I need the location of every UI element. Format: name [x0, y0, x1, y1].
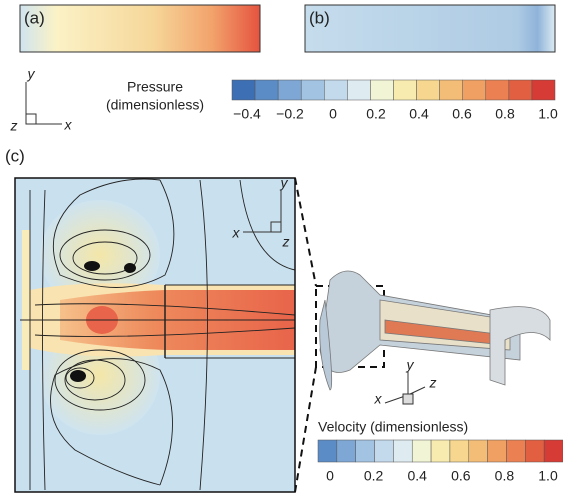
tick-label: 0.8	[495, 468, 515, 484]
panel-b-plot	[305, 5, 555, 52]
tick-label: 0.2	[364, 468, 384, 484]
tick-label: 0.6	[451, 468, 471, 484]
color-swatch	[370, 80, 393, 100]
panel-a-plot	[20, 5, 260, 52]
tick-label: 0.8	[495, 106, 515, 122]
color-swatch	[412, 440, 431, 462]
color-swatch	[544, 440, 563, 462]
tick-label: 1.0	[538, 468, 558, 484]
tick-label: 0.4	[409, 106, 429, 122]
page: {"panels": {"a": "(a)", "b": "(b)", "c":…	[0, 0, 563, 498]
color-swatch	[440, 80, 463, 100]
color-swatch	[450, 440, 469, 462]
color-swatch	[431, 440, 450, 462]
panel-c-plot	[15, 178, 295, 492]
color-swatch	[375, 440, 394, 462]
tick-label: 1.0	[538, 106, 558, 122]
color-swatch	[506, 440, 525, 462]
axis-letter: x	[64, 117, 73, 133]
color-swatch	[318, 440, 337, 462]
color-swatch	[463, 80, 486, 100]
color-swatch	[486, 80, 509, 100]
axis-letter: y	[406, 357, 415, 373]
3d-model	[320, 271, 550, 390]
tick-label: 0.2	[366, 106, 386, 122]
color-swatch	[301, 80, 324, 100]
axis-letter: z	[10, 118, 18, 134]
color-swatch	[417, 80, 440, 100]
tick-label: 0	[329, 106, 337, 122]
tick-label: −0.4	[233, 106, 261, 122]
color-swatch	[532, 80, 555, 100]
panel-label: (a)	[24, 8, 45, 27]
color-swatch	[337, 440, 356, 462]
color-swatch	[356, 440, 375, 462]
color-swatch	[255, 80, 278, 100]
color-swatch	[278, 80, 301, 100]
tick-label: 0.4	[407, 468, 427, 484]
color-swatch	[347, 80, 370, 100]
panel-label: (b)	[309, 8, 330, 27]
figure: (a) (b) y z x Pressure (dimensionless) −…	[0, 0, 563, 498]
tick-label: −0.2	[276, 106, 304, 122]
panel-label: (c)	[5, 146, 25, 165]
axes-icon	[385, 372, 425, 404]
axis-letter: y	[280, 175, 289, 191]
color-swatch	[394, 80, 417, 100]
color-swatch	[324, 80, 347, 100]
color-swatch	[525, 440, 544, 462]
axis-letter: y	[27, 66, 36, 82]
tick-label: 0.6	[452, 106, 472, 122]
axis-letter: x	[232, 225, 241, 241]
axes-icon	[26, 82, 62, 124]
pressure-colorbar: −0.4 −0.2 0 0.2 0.4 0.6 0.8 1.0	[232, 80, 558, 122]
axis-letter: x	[374, 391, 383, 407]
velocity-colorbar: 0 0.2 0.4 0.6 0.8 1.0	[318, 440, 563, 484]
color-swatch	[469, 440, 488, 462]
color-swatch	[232, 80, 255, 100]
color-swatch	[509, 80, 532, 100]
color-swatch	[393, 440, 412, 462]
colorbar-title: (dimensionless)	[106, 97, 204, 113]
colorbar-title: Pressure	[127, 79, 183, 95]
colorbar-title: Velocity (dimensionless)	[318, 419, 468, 435]
axis-letter: z	[282, 234, 290, 250]
axis-letter: z	[429, 375, 437, 391]
color-swatch	[488, 440, 507, 462]
tick-label: 0	[326, 468, 334, 484]
